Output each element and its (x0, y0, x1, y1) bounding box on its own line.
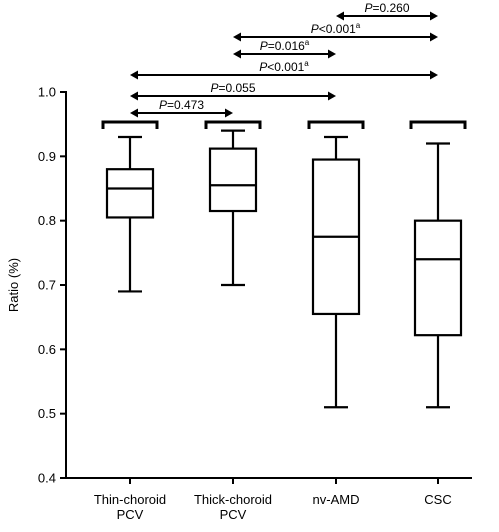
box-1 (204, 120, 262, 287)
significance-comparisons: P=0.473P=0.055P<0.001aP=0.016aP<0.001aP=… (130, 1, 438, 118)
comparison-4: P<0.001a (233, 21, 438, 42)
p-symbol: P (259, 60, 267, 74)
left-arrowhead (130, 91, 138, 101)
right-arrowhead (328, 49, 336, 59)
p-symbol: P (311, 22, 319, 36)
box-3 (409, 120, 467, 409)
right-arrowhead (225, 108, 233, 118)
p-value-label: P=0.473 (159, 98, 204, 112)
x-tick-label-line: Thick-choroid (194, 492, 272, 507)
p-value-label: P=0.260 (364, 1, 409, 15)
comparison-5: P=0.260 (336, 1, 438, 21)
iqr-box (208, 147, 258, 213)
group-bracket (307, 120, 365, 129)
iqr-box (413, 219, 463, 337)
left-arrowhead (130, 70, 138, 80)
p-symbol: P (364, 1, 372, 15)
p-symbol: P (159, 98, 167, 112)
y-tick-label: 0.9 (38, 149, 56, 164)
comparison-1: P=0.055 (130, 81, 336, 101)
comparison-0: P=0.473 (130, 98, 233, 118)
group-bracket (409, 120, 467, 129)
comparison-3: P=0.016a (233, 38, 336, 59)
group-bracket (204, 120, 262, 129)
box-2 (307, 120, 365, 409)
y-tick-label: 0.4 (38, 471, 56, 486)
right-arrowhead (430, 70, 438, 80)
p-value: <0.001 (267, 60, 304, 74)
p-superscript: a (304, 59, 309, 68)
p-value: <0.001 (319, 22, 356, 36)
right-arrowhead (430, 11, 438, 21)
group-bracket (101, 120, 159, 129)
p-value-label: P=0.055 (210, 81, 255, 95)
left-arrowhead (233, 32, 241, 42)
x-tick-label-line: PCV (117, 507, 144, 522)
x-tick-label-3: CSC (424, 492, 451, 507)
p-value-label: P=0.016a (260, 38, 310, 53)
left-arrowhead (130, 108, 138, 118)
x-tick-label-1: Thick-choroid PCV (194, 492, 272, 522)
axes: 0.4 0.5 0.6 0.7 0.8 0.9 1.0 (38, 85, 472, 486)
y-tick-label: 0.7 (38, 278, 56, 293)
x-tick-label-line: CSC (424, 492, 451, 507)
y-tick-label: 1.0 (38, 85, 56, 100)
iqr-box (105, 168, 155, 219)
x-tick-label-line: nv-AMD (313, 492, 360, 507)
p-superscript: a (356, 21, 361, 30)
y-axis-label: Ratio (%) (6, 258, 21, 312)
x-tick-label-0: Thin-choroid PCV (94, 492, 166, 522)
comparison-2: P<0.001a (130, 59, 438, 80)
p-value: =0.055 (218, 81, 255, 95)
box-0 (101, 120, 159, 293)
p-value: =0.016 (268, 39, 305, 53)
y-tick-label: 0.5 (38, 406, 56, 421)
p-superscript: a (305, 38, 310, 47)
right-arrowhead (328, 91, 336, 101)
box-series (101, 120, 467, 409)
left-arrowhead (336, 11, 344, 21)
p-value: =0.473 (167, 98, 204, 112)
y-tick-label: 0.8 (38, 213, 56, 228)
p-value-label: P<0.001a (311, 21, 361, 36)
x-tick-label-line: Thin-choroid (94, 492, 166, 507)
left-arrowhead (233, 49, 241, 59)
y-tick-label: 0.6 (38, 342, 56, 357)
p-value: =0.260 (372, 1, 409, 15)
p-symbol: P (210, 81, 218, 95)
x-tick-label-2: nv-AMD (313, 492, 360, 507)
p-value-label: P<0.001a (259, 59, 309, 74)
p-symbol: P (260, 39, 268, 53)
x-tick-label-line: PCV (220, 507, 247, 522)
right-arrowhead (430, 32, 438, 42)
